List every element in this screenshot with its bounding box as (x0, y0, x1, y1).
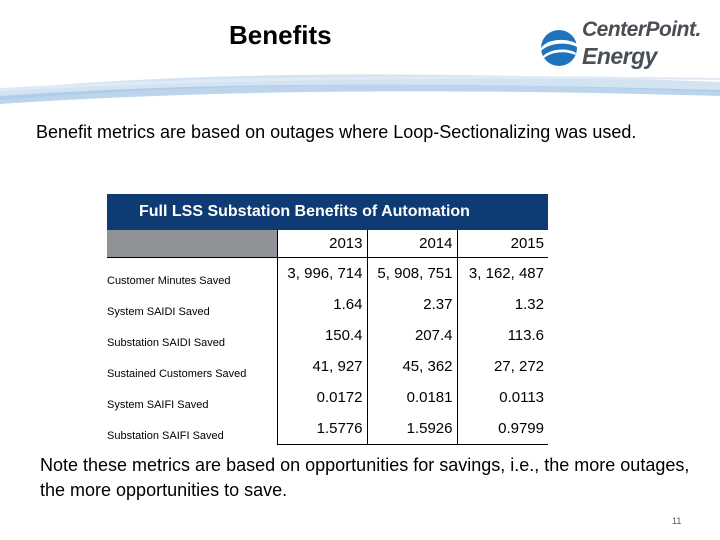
row-label: System SAIFI Saved (107, 399, 209, 411)
row-label: Substation SAIFI Saved (107, 430, 224, 442)
page-title: Benefits (229, 20, 332, 50)
footnote-text: Note these metrics are based on opportun… (40, 455, 690, 500)
cell-value: 45, 362 (366, 351, 457, 382)
year-header: 2014 (366, 230, 457, 258)
cell-value: 1.5926 (366, 413, 457, 445)
benefits-table: Full LSS Substation Benefits of Automati… (107, 194, 548, 445)
cell-value: 0.9799 (456, 413, 548, 445)
table-row: Substation SAIDI Saved 150.4 207.4 113.6 (107, 320, 548, 351)
intro-text: Benefit metrics are based on outages whe… (36, 122, 637, 142)
cell-value: 150.4 (276, 320, 367, 351)
row-label: Substation SAIDI Saved (107, 337, 226, 349)
cell-value: 0.0181 (366, 382, 457, 413)
year-header: 2015 (456, 230, 548, 258)
row-label: System SAIDI Saved (107, 306, 210, 318)
table-row: System SAIFI Saved 0.0172 0.0181 0.0113 (107, 382, 548, 413)
row-label: Customer Minutes Saved (107, 275, 231, 287)
cell-value: 207.4 (366, 320, 457, 351)
cell-value: 0.0113 (456, 382, 548, 413)
header-corner-cell (107, 230, 277, 258)
table-header-row: 2013 2014 2015 (107, 230, 548, 258)
cell-value: 3, 996, 714 (276, 257, 367, 289)
logo-wordmark-line2: Energy (582, 43, 657, 69)
cell-value: 1.32 (456, 289, 548, 320)
year-header: 2013 (276, 230, 367, 258)
cell-value: 113.6 (456, 320, 548, 351)
cell-value: 3, 162, 487 (456, 257, 548, 289)
cell-value: 0.0172 (276, 382, 367, 413)
table-title: Full LSS Substation Benefits of Automati… (107, 194, 548, 230)
table-row: Substation SAIFI Saved 1.5776 1.5926 0.9… (107, 413, 548, 445)
table-row: System SAIDI Saved 1.64 2.37 1.32 (107, 289, 548, 320)
cell-value: 27, 272 (456, 351, 548, 382)
centerpoint-logo-icon (541, 30, 577, 66)
cell-value: 41, 927 (276, 351, 367, 382)
table-row: Sustained Customers Saved 41, 927 45, 36… (107, 351, 548, 382)
cell-value: 2.37 (366, 289, 457, 320)
cell-value: 1.64 (276, 289, 367, 320)
table-row: Customer Minutes Saved 3, 996, 714 5, 90… (107, 257, 548, 289)
logo-wordmark-line1: CenterPoint. (582, 18, 701, 41)
header-swoosh-decoration (0, 74, 720, 104)
page-number: 11 (672, 516, 682, 526)
cell-value: 1.5776 (276, 413, 367, 445)
cell-value: 5, 908, 751 (366, 257, 457, 289)
row-label: Sustained Customers Saved (107, 368, 247, 380)
